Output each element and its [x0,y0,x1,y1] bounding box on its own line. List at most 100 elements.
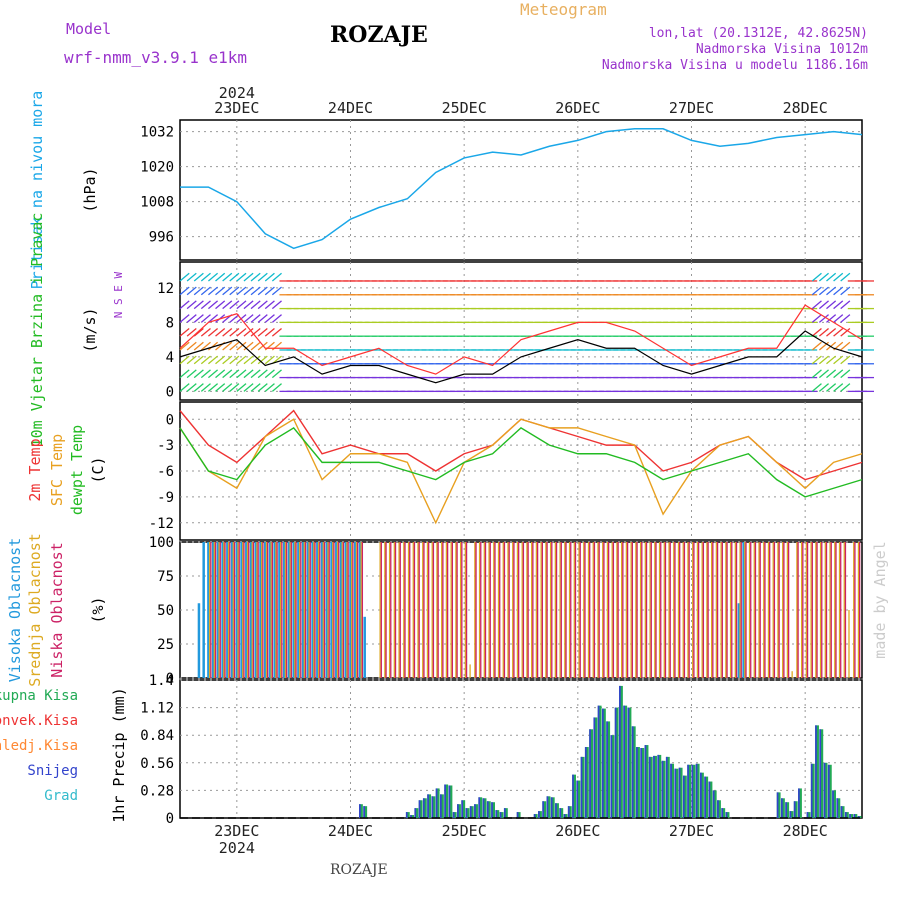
y-tick-1-3: 12 [157,281,174,297]
snow-bar-116 [674,768,677,818]
wind-flag-46 [215,369,226,379]
snow-bar-123 [704,776,706,818]
snow-bar-119 [687,764,689,818]
precip-bar-124 [708,781,713,818]
wind-flag-100 [257,369,268,379]
y-tick-4-1: 0.28 [140,783,174,799]
wind-flag-803 [811,355,822,365]
wind-flag-835 [833,286,844,296]
precip-bar-76 [503,808,508,818]
day-label-bottom-1: 24DEC [328,822,373,840]
wind-flag-84 [243,341,254,351]
wind-flag-1 [179,369,190,379]
snow-bar-93 [576,780,579,818]
wind-flag-110 [264,355,275,365]
precip-bar-120 [691,764,696,818]
y-tick-4-4: 1.12 [140,701,174,717]
snow-bar-60 [435,788,438,818]
precip-bar-54 [410,815,415,818]
snow-bar-149 [815,725,817,818]
precip-bar-83 [533,814,538,818]
wind-flag-824 [826,314,837,323]
precip-bar-151 [823,762,828,818]
wind-flag-118 [271,369,282,379]
snow-bar-85 [542,801,545,818]
precip-bar-126 [717,800,721,818]
wind-flag-42 [207,300,219,310]
wind-flag-89 [243,272,254,282]
snow-bar-91 [567,806,570,818]
precip-bar-100 [606,721,611,818]
precip-bar-148 [810,763,815,818]
temp-sfc-label: SFC Temp [48,434,66,506]
y-tick-4-3: 0.84 [140,728,174,744]
wind-flag-842 [840,314,851,323]
snow-bar-148 [810,763,813,818]
wind-flag-52 [215,286,226,296]
wind-flag-818 [818,272,829,282]
precip-bar-98 [597,705,602,818]
precip-legend-3: Snijeg [27,763,78,779]
snow-bar-96 [589,729,591,818]
wind-flag-17 [186,272,197,282]
wind-flag-81 [243,383,254,392]
wind-flag-44 [207,272,219,282]
wind-flag-98 [250,272,261,282]
wind-flag-117 [271,383,282,392]
wind-flag-9 [186,383,197,392]
wind-flag-109 [264,369,275,379]
snow-bar-127 [721,808,724,818]
precip-bar-96 [589,729,594,818]
precip-bar-150 [819,729,824,818]
y-tick-0-3: 1032 [140,125,174,141]
snow-bar-57 [422,798,425,818]
temp-line-2 [179,426,863,498]
wind-flag-18 [193,383,204,392]
wind-flag-13 [186,327,197,337]
wind-flag-20 [193,355,204,365]
y-tick-3-0: 0 [166,671,174,687]
precip-bar-147 [806,812,811,818]
precip-bar-107 [636,747,640,818]
precip-bar-43 [363,806,368,818]
model-name: wrf-nmm_v3.9.1 e1km [64,48,248,67]
y-tick-2-1: -3 [157,438,174,454]
temp-unit: (C) [89,456,107,483]
wind-flag-833 [833,314,844,323]
y-tick-3-3: 75 [157,569,174,585]
wind-flag-95 [250,314,261,323]
wind-flag-24 [193,300,204,310]
precip-axis-label: 1hr Precip (mm) [110,687,128,822]
snow-bar-95 [584,747,587,818]
snow-bar-142 [785,802,787,818]
precip-bar-116 [674,768,679,818]
wind-flag-107 [257,272,268,282]
precip-bar-140 [776,792,781,818]
wind-flag-810 [818,383,829,392]
snow-bar-152 [827,764,830,818]
wind-flag-63 [229,383,240,392]
wind-flag-47 [215,355,226,365]
wind-flag-829 [833,369,844,379]
day-label-bottom-0: 23DEC [214,822,259,840]
snow-bar-76 [503,808,506,818]
precip-bar-70 [478,797,483,818]
wind-flag-73 [236,369,247,379]
wind-flag-112 [264,327,275,337]
precip-bar-157 [849,814,854,818]
wind-flag-804 [811,341,822,351]
wind-flag-56 [222,355,233,365]
cloud-high-label: Visoka Oblacnost [6,538,24,683]
snow-bar-126 [717,800,719,818]
cloud-mid-label: Srednja Oblacnost [26,533,44,687]
precip-bar-145 [798,788,802,818]
wind-flag-802 [811,369,822,379]
precip-bar-94 [580,756,585,818]
pressure-line [180,128,863,250]
wind-gust-line [179,304,863,375]
precip-bar-143 [789,811,794,818]
wind-compass: N S E W [112,271,125,318]
wind-flag-801 [811,383,822,392]
wind-flag-68 [229,314,240,323]
snow-bar-59 [431,796,434,818]
